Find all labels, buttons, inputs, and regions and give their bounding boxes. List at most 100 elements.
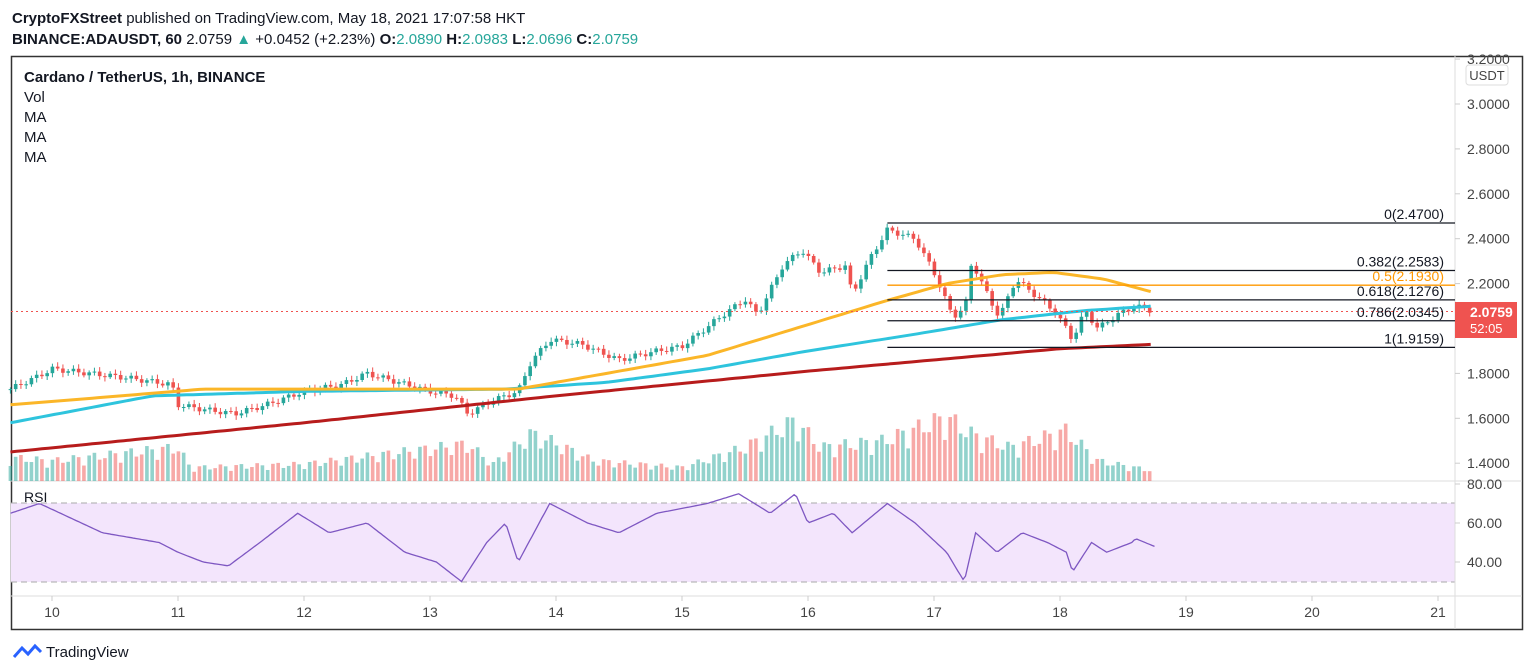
candle-body: [197, 407, 202, 412]
volume-bar: [1116, 461, 1120, 481]
time-tick-label: 20: [1304, 604, 1320, 620]
legend-title: Cardano / TetherUS, 1h, BINANCE: [24, 69, 265, 86]
candle-body: [801, 253, 805, 255]
currency-badge[interactable]: [1465, 64, 1509, 86]
volume-bar: [423, 445, 427, 481]
volume-bar: [822, 442, 826, 481]
candle-body: [87, 372, 91, 376]
author-name[interactable]: CryptoFXStreet: [12, 10, 123, 27]
candle-body: [50, 366, 55, 374]
candle-body: [181, 407, 186, 409]
candle-body: [591, 348, 595, 350]
volume-bar: [297, 464, 301, 481]
volume-bar: [244, 468, 249, 481]
candle-body: [407, 381, 412, 387]
volume-bar: [1021, 441, 1026, 481]
volume-bar: [381, 451, 385, 481]
volume-bar: [528, 429, 532, 481]
volume-bar: [922, 432, 926, 481]
volume-bar: [475, 447, 480, 481]
candle-body: [670, 346, 674, 352]
volume-bar: [103, 458, 107, 481]
fib-level-label: 0.618(2.1276): [1357, 283, 1444, 299]
volume-bar: [255, 463, 259, 481]
volume-bar: [565, 444, 569, 481]
volume-bar: [92, 452, 97, 481]
candle-body: [643, 354, 648, 357]
candle-body: [701, 332, 706, 334]
candle-body: [481, 403, 485, 408]
volume-bar: [145, 446, 149, 481]
volume-bar: [675, 465, 679, 481]
candle-body: [244, 407, 249, 414]
candle-body: [948, 296, 952, 310]
currency-label: USDT: [1469, 68, 1504, 83]
volume-bar: [13, 456, 18, 481]
legend-ma-2[interactable]: MA: [24, 129, 47, 146]
fib-retracement[interactable]: 0(2.4700) 0.382(2.2583)0.5(2.1930)0.618(2…: [11, 206, 1455, 349]
volume-bar: [843, 439, 847, 481]
volume-bar: [864, 440, 868, 481]
volume-bar: [916, 419, 921, 481]
volume-bar: [34, 456, 39, 481]
volume-bar: [869, 454, 874, 481]
volume-bar: [370, 456, 375, 481]
volume-bar: [1069, 442, 1073, 481]
volume-bar: [50, 459, 55, 481]
candle-body: [444, 390, 448, 394]
volume-bar: [113, 453, 118, 481]
candle-body: [276, 402, 280, 404]
volume-bar: [171, 453, 175, 481]
time-tick-label: 10: [44, 604, 60, 620]
candle-body: [822, 272, 826, 274]
legend-ma-3[interactable]: MA: [24, 149, 47, 166]
candle-body: [134, 375, 139, 380]
candle-body: [869, 254, 874, 265]
volume-bar: [150, 449, 154, 481]
legend-vol[interactable]: Vol: [24, 89, 45, 106]
candle-body: [24, 384, 28, 386]
rsi-line: [10, 493, 1155, 583]
candle-body: [449, 393, 454, 398]
ohlc-line: BINANCE:ADAUSDT, 60 2.0759 ▲ +0.0452 (+2…: [12, 31, 638, 48]
volume-bar: [223, 466, 228, 481]
legend-ma-1[interactable]: MA: [24, 109, 47, 126]
candle-body: [1048, 300, 1052, 309]
candle-body: [213, 407, 217, 412]
candle-body: [628, 358, 632, 361]
volume-bar: [1100, 458, 1105, 481]
volume-bar: [1006, 441, 1010, 481]
volume-bar: [717, 453, 721, 481]
candle-body: [764, 298, 769, 311]
candle-body: [292, 394, 296, 397]
volume-bar: [549, 434, 553, 481]
candle-body: [738, 304, 742, 306]
volume-bar: [1053, 450, 1057, 481]
candle-body: [218, 411, 223, 415]
volume-bar: [1074, 444, 1078, 481]
volume-bar: [575, 460, 580, 481]
candle-body: [916, 238, 921, 248]
candle-body: [864, 264, 868, 280]
candle-body: [1021, 282, 1026, 284]
candle-body: [365, 371, 370, 374]
candle-body: [838, 268, 842, 270]
rsi-line: [10, 493, 1155, 583]
candle-body: [1095, 322, 1099, 328]
candle-body: [166, 382, 170, 386]
volume-bar: [118, 462, 123, 481]
volume-bar: [848, 448, 853, 481]
axes[interactable]: 1.4000 1.6000 1.8000 2.2000 2.4000 2.6000 2.80…: [44, 51, 1510, 620]
candle-body: [617, 356, 622, 359]
last-price: 2.0759: [186, 31, 233, 48]
tradingview-logo[interactable]: TradingView: [12, 643, 129, 661]
rsi-tick-label: 40.00: [1467, 554, 1502, 570]
volume-bar: [1027, 435, 1031, 481]
high-label: H:: [446, 31, 463, 48]
volume-bar: [712, 454, 716, 481]
candle-body: [1074, 332, 1078, 339]
candle-body: [82, 372, 86, 376]
candle-body: [108, 373, 112, 378]
volume-bar: [512, 441, 517, 481]
